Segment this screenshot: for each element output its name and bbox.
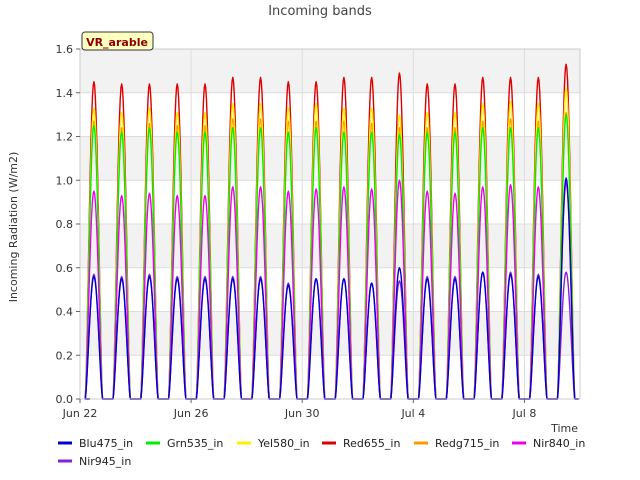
legend-label: Nir840_in (533, 437, 585, 450)
y-tick-label: 0.0 (56, 393, 74, 406)
x-tick-label: Jun 22 (62, 407, 98, 420)
legend-label: Yel580_in (257, 437, 310, 450)
x-axis-ticks: Jun 22 Jun 26 Jun 30 Jul 4 Jul 8 (62, 399, 537, 420)
chart-title: Incoming bands (268, 4, 372, 19)
legend-item: Redg715_in (414, 437, 499, 450)
plot-background (80, 49, 580, 399)
legend-label: Nir945_in (79, 455, 131, 468)
legend-label: Red655_in (343, 437, 400, 450)
plot-band (80, 92, 580, 137)
y-tick-label: 1.4 (56, 87, 74, 100)
legend-item: Nir945_in (58, 455, 131, 468)
y-tick-label: 0.8 (56, 218, 74, 231)
plot-band (80, 311, 580, 356)
x-tick-label: Jun 30 (284, 407, 320, 420)
y-axis-ticks: 0.0 0.2 0.4 0.6 0.8 1.0 1.2 1.4 1.6 (56, 43, 80, 406)
legend-label: Grn535_in (167, 437, 223, 450)
plot-band (80, 267, 580, 312)
legend-item: Nir840_in (512, 437, 585, 450)
y-tick-label: 0.2 (56, 349, 74, 362)
legend-item: Blu475_in (58, 437, 133, 450)
site-label-text: VR_arable (86, 36, 148, 49)
y-tick-label: 0.6 (56, 262, 74, 275)
legend-item: Red655_in (322, 437, 400, 450)
y-tick-label: 1.2 (56, 131, 74, 144)
site-label-box (81, 31, 154, 51)
legend-item: Grn535_in (146, 437, 223, 450)
legend-item: Yel580_in (237, 437, 310, 450)
site-label-badge: VR_arable (81, 31, 154, 51)
x-axis-label: Time (550, 422, 578, 435)
plot-band (80, 355, 580, 399)
gridlines (79, 48, 580, 400)
y-tick-label: 1.0 (56, 174, 74, 187)
plot-band (80, 49, 580, 93)
plot-band (80, 136, 580, 181)
x-tick-label: Jul 8 (512, 407, 537, 420)
x-tick-label: Jul 4 (400, 407, 425, 420)
x-tick-label: Jun 26 (173, 407, 209, 420)
y-tick-label: 0.4 (56, 306, 74, 319)
y-tick-label: 1.6 (56, 43, 74, 56)
plot-band (80, 224, 580, 268)
legend-label: Redg715_in (435, 437, 499, 450)
y-axis-label: Incoming Radiation (W/m2) (7, 152, 20, 303)
plot-band (80, 180, 580, 224)
legend-label: Blu475_in (79, 437, 133, 450)
legend: Blu475_in Grn535_in Yel580_in Red655_in Redg… (58, 437, 585, 468)
